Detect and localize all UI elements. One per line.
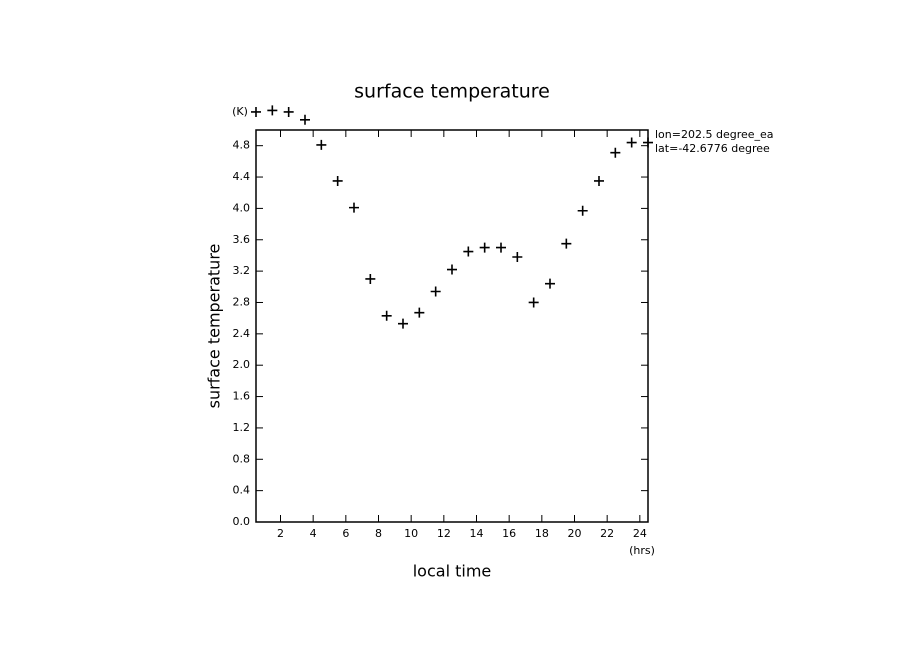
- point: [512, 252, 523, 263]
- annotation: lon=202.5 degree_ea: [655, 128, 774, 141]
- point: [626, 137, 637, 148]
- y-tick-label: 0.4: [233, 484, 251, 497]
- x-tick-label: 8: [375, 527, 382, 540]
- chart-title: surface temperature: [354, 81, 550, 103]
- point: [463, 246, 474, 257]
- point: [267, 105, 278, 116]
- x-axis-label: local time: [413, 562, 492, 581]
- y-tick-label: 3.2: [233, 264, 251, 277]
- y-tick-label: 3.6: [233, 233, 251, 246]
- point: [545, 278, 555, 289]
- y-tick-label: 4.8: [233, 139, 251, 152]
- point: [430, 286, 441, 297]
- point: [283, 106, 294, 117]
- point: [528, 297, 539, 308]
- y-tick-label: 4.4: [233, 170, 251, 183]
- x-tick-label: 2: [277, 527, 284, 540]
- annotation: lat=-42.6776 degree: [655, 142, 770, 155]
- x-tick-label: 22: [600, 527, 614, 540]
- y-unit: (K): [232, 105, 248, 118]
- y-tick-label: 2.0: [233, 358, 251, 371]
- x-tick-label: 18: [535, 527, 549, 540]
- x-unit: (hrs): [629, 544, 655, 557]
- point: [610, 147, 621, 158]
- x-tick-label: 16: [502, 527, 516, 540]
- y-tick-label: 0.0: [233, 515, 251, 528]
- y-tick-label: 2.4: [233, 327, 251, 340]
- y-axis-label: surface temperature: [205, 244, 224, 409]
- point: [643, 137, 653, 148]
- x-tick-label: 12: [437, 527, 451, 540]
- point: [316, 139, 327, 150]
- point: [447, 264, 457, 275]
- y-tick-label: 4.0: [233, 201, 251, 214]
- plot-frame: [255, 129, 649, 523]
- point: [561, 238, 572, 249]
- point: [300, 114, 310, 125]
- point: [594, 175, 604, 186]
- point: [414, 307, 425, 318]
- x-tick-label: 20: [568, 527, 582, 540]
- y-tick-label: 2.8: [233, 295, 251, 308]
- x-tick-label: 24: [633, 527, 647, 540]
- point: [398, 318, 408, 329]
- point: [251, 106, 261, 117]
- point: [349, 202, 359, 213]
- point: [381, 310, 392, 321]
- point: [365, 273, 376, 284]
- point: [479, 242, 490, 253]
- x-tick-label: 6: [342, 527, 349, 540]
- point: [496, 242, 506, 253]
- y-tick-label: 0.8: [233, 452, 251, 465]
- y-tick-label: 1.6: [233, 390, 251, 403]
- point: [332, 175, 343, 186]
- point: [577, 205, 588, 216]
- x-tick-label: 4: [310, 527, 317, 540]
- y-tick-label: 1.2: [233, 421, 251, 434]
- x-tick-label: 10: [404, 527, 418, 540]
- x-tick-label: 14: [470, 527, 484, 540]
